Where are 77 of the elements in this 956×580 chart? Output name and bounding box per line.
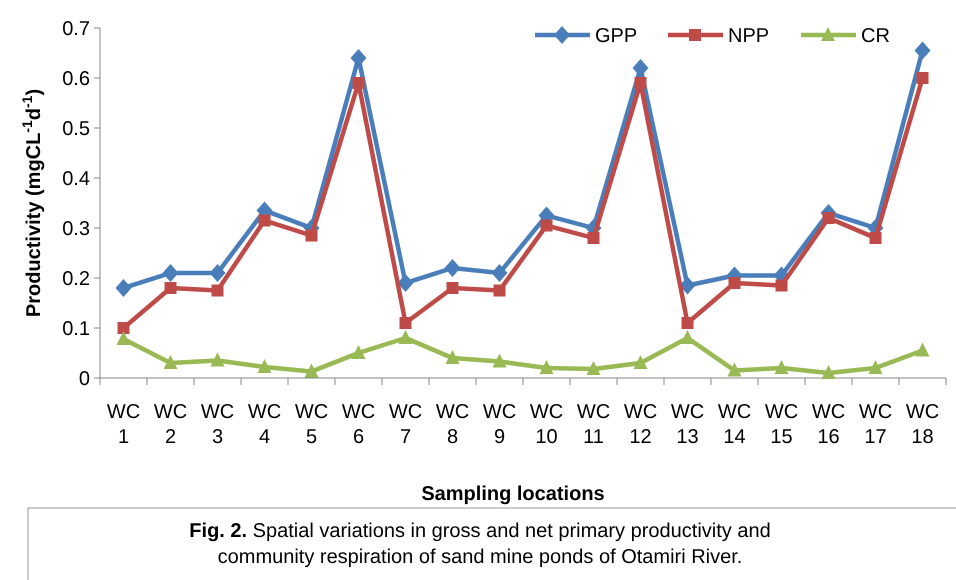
point	[164, 282, 176, 294]
x-tick-label: WC 14	[718, 401, 752, 448]
point	[680, 276, 696, 294]
x-tick-label: WC 3	[200, 401, 234, 448]
point	[258, 359, 272, 373]
point	[540, 220, 552, 232]
point	[492, 264, 508, 282]
point	[494, 284, 506, 296]
point	[162, 264, 178, 282]
point	[118, 322, 130, 334]
point	[258, 214, 270, 226]
x-tick-label: WC 11	[576, 401, 610, 448]
point	[352, 345, 366, 359]
point	[680, 330, 694, 344]
y-tick-label: 0.1	[62, 318, 90, 340]
x-tick-label: WC 1	[106, 401, 140, 448]
y-tick-label: 0.3	[62, 218, 90, 240]
x-axis-title: Sampling locations	[421, 483, 605, 505]
point	[728, 277, 740, 289]
x-tick-label: WC 9	[482, 401, 516, 448]
point	[914, 42, 930, 60]
x-tick-label: WC 12	[624, 401, 658, 448]
text: Spatial variations in gross and net primary productivity and	[247, 520, 771, 542]
x-tick-label: WC 2	[154, 401, 188, 448]
caption: Fig. 2.	[189, 520, 248, 542]
x-tick-label: WC 5	[294, 401, 328, 448]
point	[728, 362, 742, 376]
point	[116, 331, 130, 345]
point	[492, 354, 506, 368]
point	[446, 282, 458, 294]
x-tick-label: WC 13	[670, 401, 704, 448]
y-tick-label: 0.5	[62, 118, 90, 140]
legend-label: CR	[861, 25, 890, 47]
y-tick-label: 0	[78, 368, 90, 390]
text: community respiration of sand mine ponds of Otamiri River.	[218, 546, 742, 568]
x-tick-label: WC 10	[530, 401, 564, 448]
x-tick-label: WC 7	[388, 401, 422, 448]
x-tick-label: WC 18	[906, 401, 940, 448]
point	[916, 342, 930, 356]
legend-label: GPP	[595, 25, 638, 47]
point	[868, 360, 882, 374]
point	[444, 259, 460, 277]
point	[212, 284, 224, 296]
point	[774, 360, 788, 374]
point	[870, 232, 882, 244]
point	[776, 280, 788, 292]
point	[398, 274, 414, 292]
x-tick-label: WC 8	[436, 401, 470, 448]
point	[822, 365, 836, 379]
legend-label: NPP	[728, 25, 770, 47]
x-tick-label: WC 6	[342, 401, 376, 448]
point	[164, 355, 178, 369]
y-tick-label: 0.2	[62, 268, 90, 290]
x-tick-label: WC 16	[812, 401, 846, 448]
x-tick-label: WC 4	[248, 401, 282, 448]
point	[210, 264, 226, 282]
point	[916, 72, 928, 84]
y-tick-label: 0.7	[62, 18, 90, 40]
point	[400, 317, 412, 329]
point	[304, 364, 318, 378]
y-tick-label: 0.6	[62, 68, 90, 90]
point	[446, 350, 460, 364]
y-tick-label: 0.4	[62, 168, 90, 190]
point	[116, 279, 132, 297]
point	[306, 230, 318, 242]
point	[586, 361, 600, 375]
x-tick-label: WC 17	[858, 401, 892, 448]
point	[540, 360, 554, 374]
point	[634, 355, 648, 369]
point	[210, 352, 224, 366]
point	[634, 77, 646, 89]
point	[588, 232, 600, 244]
point	[398, 330, 412, 344]
point	[682, 317, 694, 329]
point	[352, 77, 364, 89]
x-tick-label: WC 15	[764, 401, 798, 448]
point	[822, 212, 834, 224]
